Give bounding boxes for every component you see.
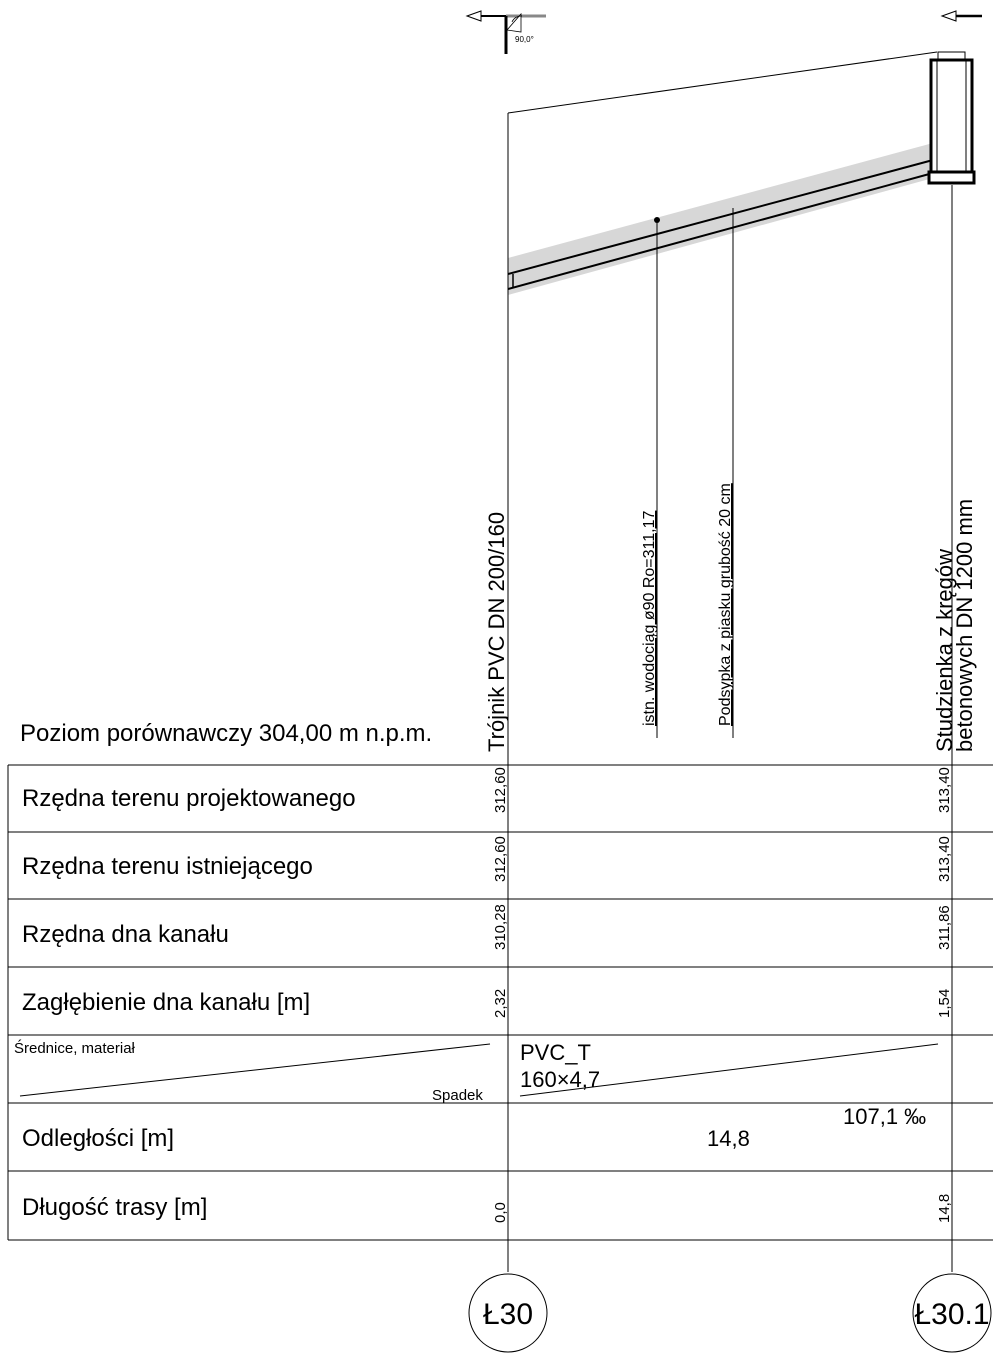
manhole-annotation-line2: betonowych DN 1200 mm xyxy=(952,499,977,752)
water-main-point xyxy=(654,217,660,223)
left-existing-terrain: 312,60 xyxy=(492,836,509,882)
sand-bedding xyxy=(508,143,933,295)
water-main-annotation: istn. wodociąg ø90 Ro=311,17 xyxy=(641,511,658,727)
bedding-annotation: Podsypka z piasku grubość 20 cm xyxy=(717,483,734,726)
pipe-bottom-line xyxy=(507,172,934,290)
right-invert-depth: 1,54 xyxy=(936,989,953,1018)
pipe-slope: 107,1 ‰ xyxy=(843,1104,926,1129)
row-label-invert-depth: Zagłębienie dna kanału [m] xyxy=(22,989,310,1016)
row-label-route-length: Długość trasy [m] xyxy=(22,1194,207,1221)
left-invert-level: 310,28 xyxy=(492,904,509,950)
row-label-invert-level: Rzędna dna kanału xyxy=(22,921,229,948)
left-designed-terrain: 312,60 xyxy=(492,767,509,813)
profile-table xyxy=(7,764,993,1241)
left-route-length: 0,0 xyxy=(492,1202,509,1223)
tee-angle-label: 90,0° xyxy=(515,35,534,44)
datum-label: Poziom porównawczy 304,00 m n.p.m. xyxy=(20,720,432,747)
right-arrow-icon xyxy=(940,10,982,22)
pipe-material: PVC_T xyxy=(520,1040,591,1065)
right-route-length: 14,8 xyxy=(936,1194,953,1223)
left-arrow-icon xyxy=(465,10,546,54)
pipe-top-line xyxy=(507,159,934,275)
row-label-slope: Spadek xyxy=(432,1087,483,1104)
distance-value: 14,8 xyxy=(707,1126,750,1151)
node-id-left: Ł30 xyxy=(483,1298,533,1331)
right-designed-terrain: 313,40 xyxy=(936,767,953,813)
row-label-distances: Odległości [m] xyxy=(22,1125,174,1152)
right-existing-terrain: 313,40 xyxy=(936,836,953,882)
terrain-line xyxy=(507,51,938,114)
tee-annotation: Trójnik PVC DN 200/160 xyxy=(484,512,509,752)
node-circle-right xyxy=(912,1273,992,1353)
manhole-annotation-line1: Studzienka z kręgów xyxy=(932,549,957,752)
row-label-designed-terrain: Rzędna terenu projektowanego xyxy=(22,785,356,812)
manhole-symbol xyxy=(927,51,976,185)
row-label-diameter-material: Średnice, materiał xyxy=(14,1039,136,1057)
node-circle-left xyxy=(468,1273,548,1353)
left-invert-depth: 2,32 xyxy=(492,989,509,1018)
node-id-right: Ł30.1 xyxy=(914,1298,989,1331)
right-invert-level: 311,86 xyxy=(936,905,953,950)
row-label-existing-terrain: Rzędna terenu istniejącego xyxy=(22,853,313,880)
pipe-diameter: 160×4,7 xyxy=(520,1067,600,1092)
